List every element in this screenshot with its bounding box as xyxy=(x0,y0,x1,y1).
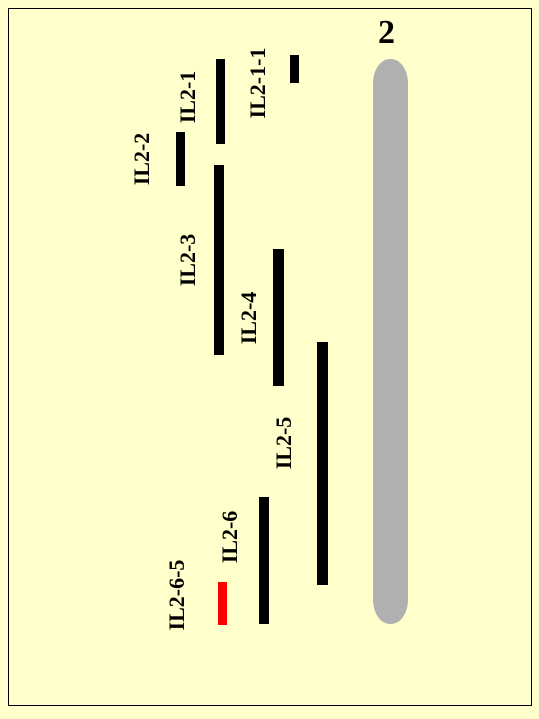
segment-bar-il2-1-1 xyxy=(290,55,299,83)
segment-bar-il2-4 xyxy=(273,249,284,386)
segment-bar-il2-1 xyxy=(216,59,225,144)
chromosome-2 xyxy=(373,59,408,624)
segment-label-il2-6: IL2-6 xyxy=(217,510,242,564)
segment-bar-il2-6 xyxy=(259,497,269,624)
segment-label-il2-6-5: IL2-6-5 xyxy=(164,559,189,631)
segment-bar-il2-5 xyxy=(317,342,328,585)
chromosome-number: 2 xyxy=(378,14,395,51)
segment-label-il2-1: IL2-1 xyxy=(175,70,200,124)
segment-label-il2-2: IL2-2 xyxy=(129,132,154,186)
segment-label-il2-3: IL2-3 xyxy=(175,233,200,287)
segment-label-il2-4: IL2-4 xyxy=(236,291,261,345)
segment-label-il2-5: IL2-5 xyxy=(271,416,296,470)
segment-bar-il2-6-5 xyxy=(218,582,227,625)
diagram-frame xyxy=(8,8,532,706)
segment-label-il2-1-1: IL2-1-1 xyxy=(245,47,270,119)
segment-bar-il2-3 xyxy=(214,165,224,355)
segment-bar-il2-2 xyxy=(176,132,185,186)
